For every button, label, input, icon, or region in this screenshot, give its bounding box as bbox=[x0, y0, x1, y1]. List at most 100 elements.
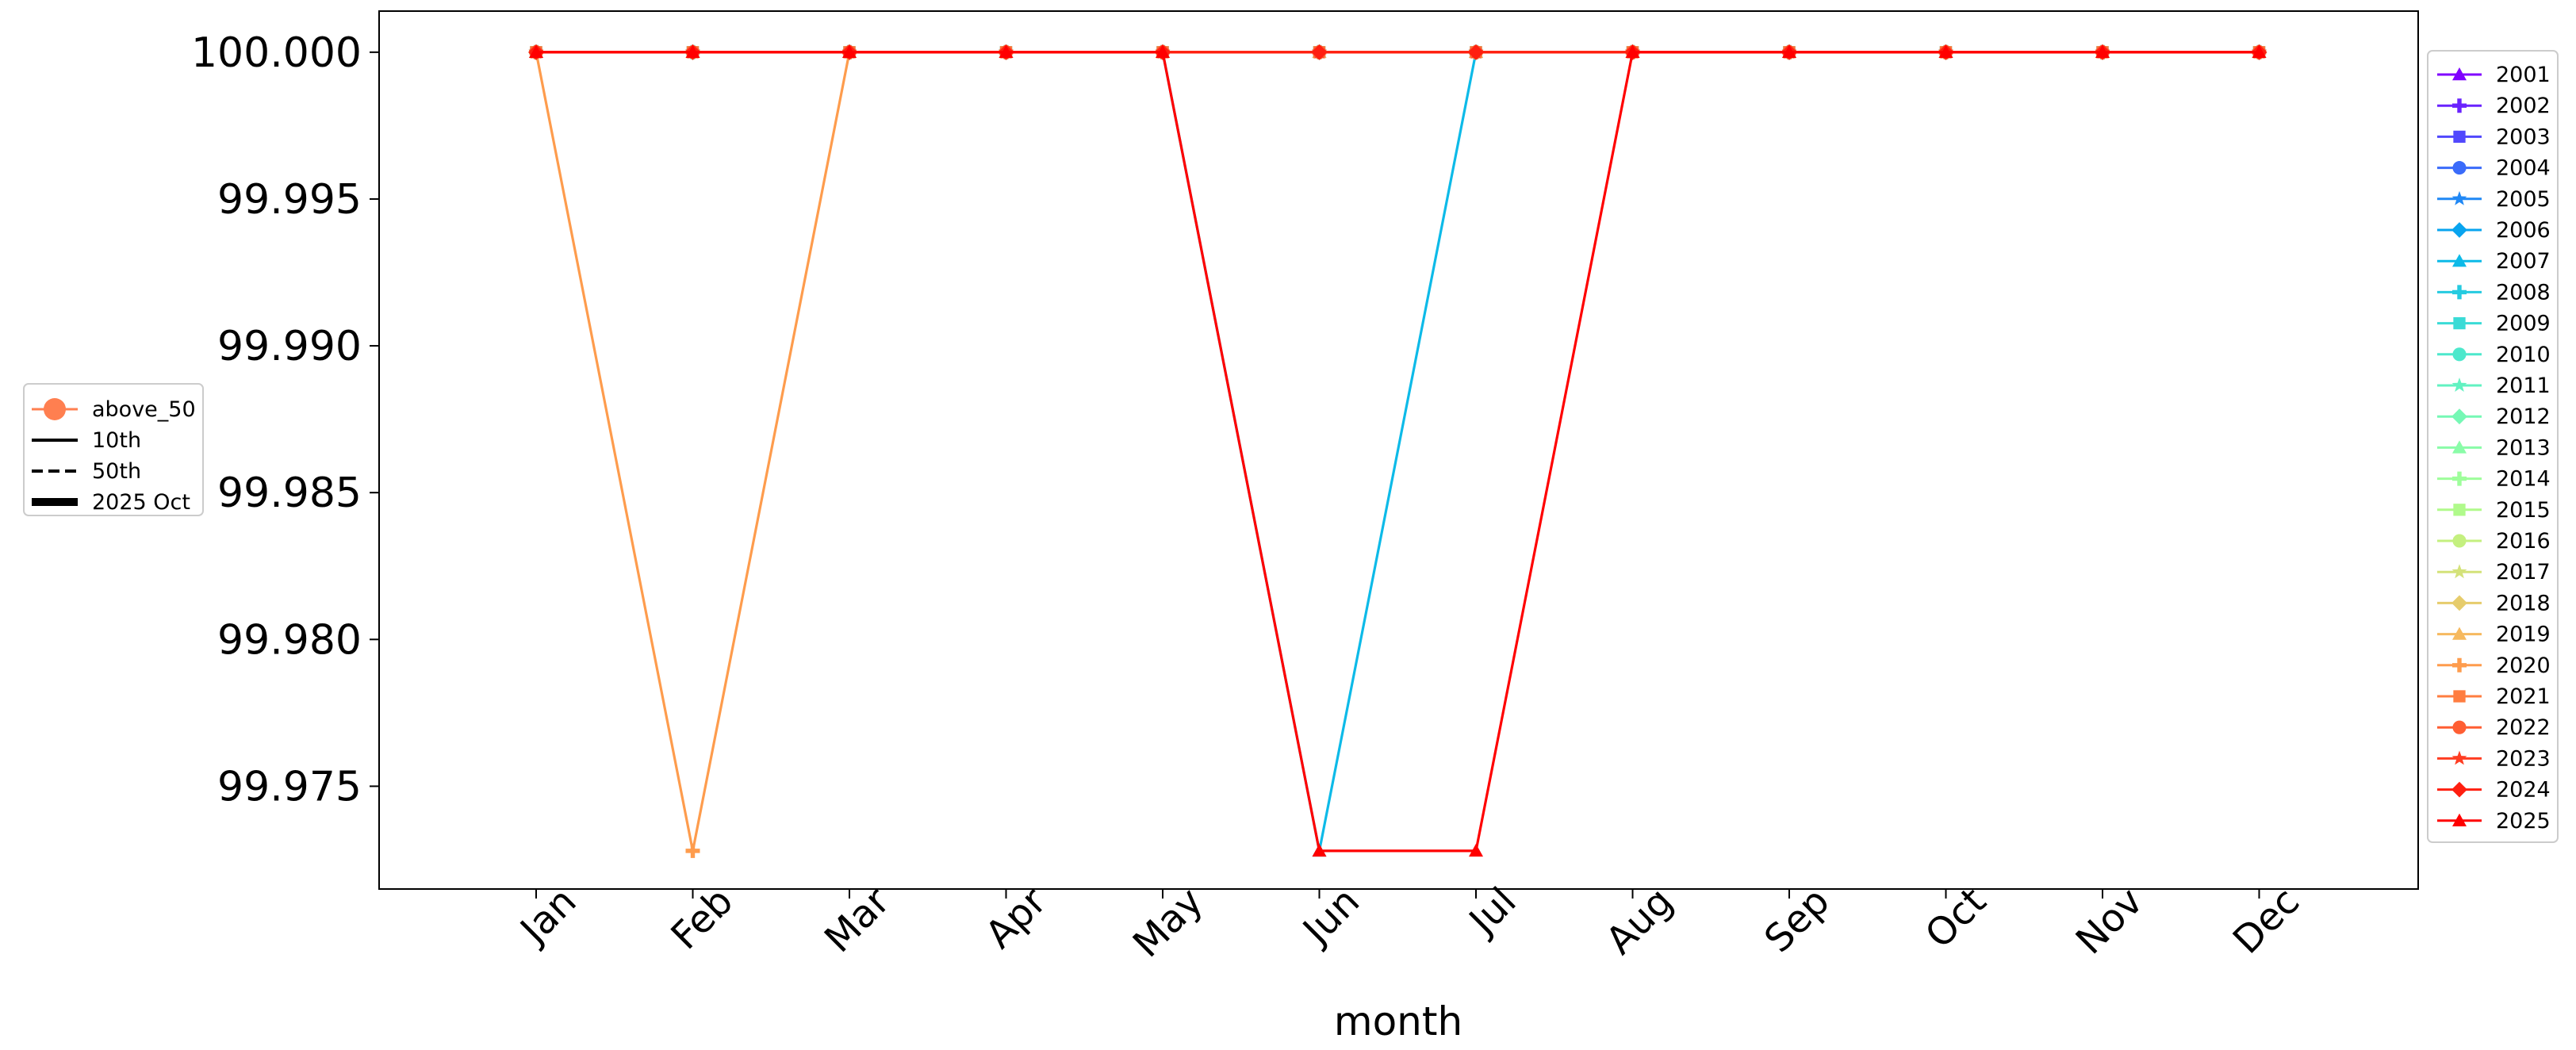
data-point bbox=[999, 44, 1014, 59]
legend-entry: 2015 bbox=[2437, 498, 2551, 523]
legend-marker bbox=[2452, 347, 2467, 362]
legend-label: 2019 bbox=[2496, 623, 2551, 647]
y-tick-label: 99.975 bbox=[217, 763, 362, 810]
y-axis: 100.000 99.995 99.990 99.985 99.980 99.975 bbox=[191, 29, 379, 810]
y-tick-label: 99.985 bbox=[217, 469, 362, 517]
series-legend: 2001 2002 2003 2004 2005 2006 2007 2008 2009 2010… bbox=[2427, 50, 2559, 843]
legend-entry: 2009 bbox=[2437, 312, 2551, 336]
x-axis: Jan Feb Mar Apr May Jun Jul Aug Sep Oct Nov Dec bbox=[511, 879, 2309, 966]
style-legend-entry: 10th bbox=[32, 428, 141, 453]
legend-marker bbox=[2451, 564, 2467, 579]
style-legend-label: above_50 bbox=[92, 397, 196, 422]
legend-label: 2014 bbox=[2496, 467, 2551, 492]
series-layer bbox=[528, 44, 2267, 858]
legend-entry: 2005 bbox=[2437, 187, 2551, 212]
data-point bbox=[1469, 843, 1483, 857]
style-legend-label: 50th bbox=[92, 459, 141, 484]
x-tick-label: Nov bbox=[2068, 879, 2152, 963]
legend-entry: 2018 bbox=[2437, 591, 2551, 615]
legend-entry: 2001 bbox=[2437, 63, 2551, 87]
legend-label: 2001 bbox=[2496, 63, 2551, 87]
x-tick-label: Aug bbox=[1597, 879, 1681, 963]
legend-marker bbox=[2452, 720, 2467, 734]
legend-label: 2005 bbox=[2496, 187, 2551, 212]
legend-marker bbox=[2453, 316, 2466, 330]
x-tick-label: Dec bbox=[2225, 879, 2308, 962]
x-tick-label: Apr bbox=[977, 879, 1056, 957]
legend-entry: 2012 bbox=[2437, 404, 2551, 429]
legend-entry: 2020 bbox=[2437, 653, 2551, 678]
legend-marker bbox=[2452, 254, 2467, 267]
style-legend-entry: above_50 bbox=[32, 397, 196, 422]
legend-label: 2015 bbox=[2496, 498, 2551, 523]
legend-entry: 2002 bbox=[2437, 94, 2551, 118]
legend-label: 2021 bbox=[2496, 684, 2551, 709]
series-2025 bbox=[529, 44, 2267, 857]
legend-entry: 2023 bbox=[2437, 746, 2551, 771]
legend-entry: 2017 bbox=[2437, 560, 2551, 584]
data-point bbox=[1468, 44, 1484, 60]
legend-entry: 2016 bbox=[2437, 529, 2551, 554]
legend-marker bbox=[2452, 161, 2467, 175]
x-tick-label: Mar bbox=[816, 879, 899, 961]
legend-marker bbox=[2451, 222, 2467, 238]
style-legend-entry: 2025 Oct bbox=[32, 490, 190, 515]
legend-label: 2020 bbox=[2496, 653, 2551, 678]
legend-marker bbox=[2451, 408, 2467, 425]
legend-entry: 2004 bbox=[2437, 156, 2551, 181]
data-point bbox=[842, 44, 857, 59]
data-point bbox=[1156, 44, 1170, 59]
legend-marker bbox=[2451, 190, 2467, 205]
x-tick-label: May bbox=[1125, 879, 1212, 966]
y-tick-label: 99.995 bbox=[217, 176, 362, 224]
legend-entry: 2003 bbox=[2437, 125, 2551, 149]
legend-label: 2022 bbox=[2496, 715, 2551, 740]
x-tick-label: Feb bbox=[662, 879, 742, 958]
data-point bbox=[1625, 44, 1640, 59]
legend-marker bbox=[2451, 595, 2467, 611]
style-legend-marker bbox=[44, 398, 66, 420]
y-tick-label: 100.000 bbox=[191, 29, 362, 77]
style-legend-entry: 50th bbox=[32, 459, 141, 484]
y-tick-label: 99.990 bbox=[217, 323, 362, 370]
legend-frame bbox=[2427, 50, 2559, 843]
legend-marker bbox=[2453, 130, 2466, 144]
style-legend-frame bbox=[23, 383, 204, 516]
data-point bbox=[1782, 44, 1796, 59]
legend-marker bbox=[2453, 690, 2466, 703]
data-point bbox=[2252, 44, 2267, 59]
legend-label: 2006 bbox=[2496, 218, 2551, 243]
x-axis-label: month bbox=[1334, 998, 1462, 1044]
style-legend: above_50 10th 50th 2025 Oct bbox=[23, 383, 204, 516]
legend-label: 2023 bbox=[2496, 746, 2551, 771]
series-line bbox=[536, 51, 2260, 853]
data-point bbox=[2095, 44, 2110, 59]
legend-marker bbox=[2452, 534, 2467, 548]
series-line bbox=[536, 51, 2260, 852]
data-point bbox=[685, 44, 700, 59]
legend-marker bbox=[2451, 377, 2467, 393]
legend-label: 2007 bbox=[2496, 249, 2551, 274]
plot-area-frame bbox=[378, 10, 2419, 890]
data-point bbox=[529, 44, 543, 59]
legend-label: 2004 bbox=[2496, 156, 2551, 181]
legend-entry: 2007 bbox=[2437, 249, 2551, 274]
legend-marker bbox=[2452, 67, 2467, 81]
legend-entry: 2014 bbox=[2437, 467, 2551, 492]
legend-marker bbox=[2453, 504, 2466, 516]
legend-marker bbox=[2452, 657, 2467, 673]
data-point bbox=[1312, 843, 1327, 857]
legend-label: 2012 bbox=[2496, 404, 2551, 429]
legend-marker bbox=[2452, 440, 2467, 454]
legend-entry: 2006 bbox=[2437, 218, 2551, 243]
legend-marker bbox=[2452, 627, 2467, 640]
x-tick-label: Oct bbox=[1917, 879, 1995, 956]
legend-label: 2003 bbox=[2496, 125, 2551, 149]
x-tick-label: Sep bbox=[1756, 879, 1838, 961]
data-point bbox=[1938, 44, 1953, 59]
legend-label: 2010 bbox=[2496, 343, 2551, 367]
legend-entry: 2025 bbox=[2437, 809, 2551, 833]
legend-marker bbox=[2452, 98, 2467, 113]
series-2007 bbox=[529, 44, 2267, 857]
